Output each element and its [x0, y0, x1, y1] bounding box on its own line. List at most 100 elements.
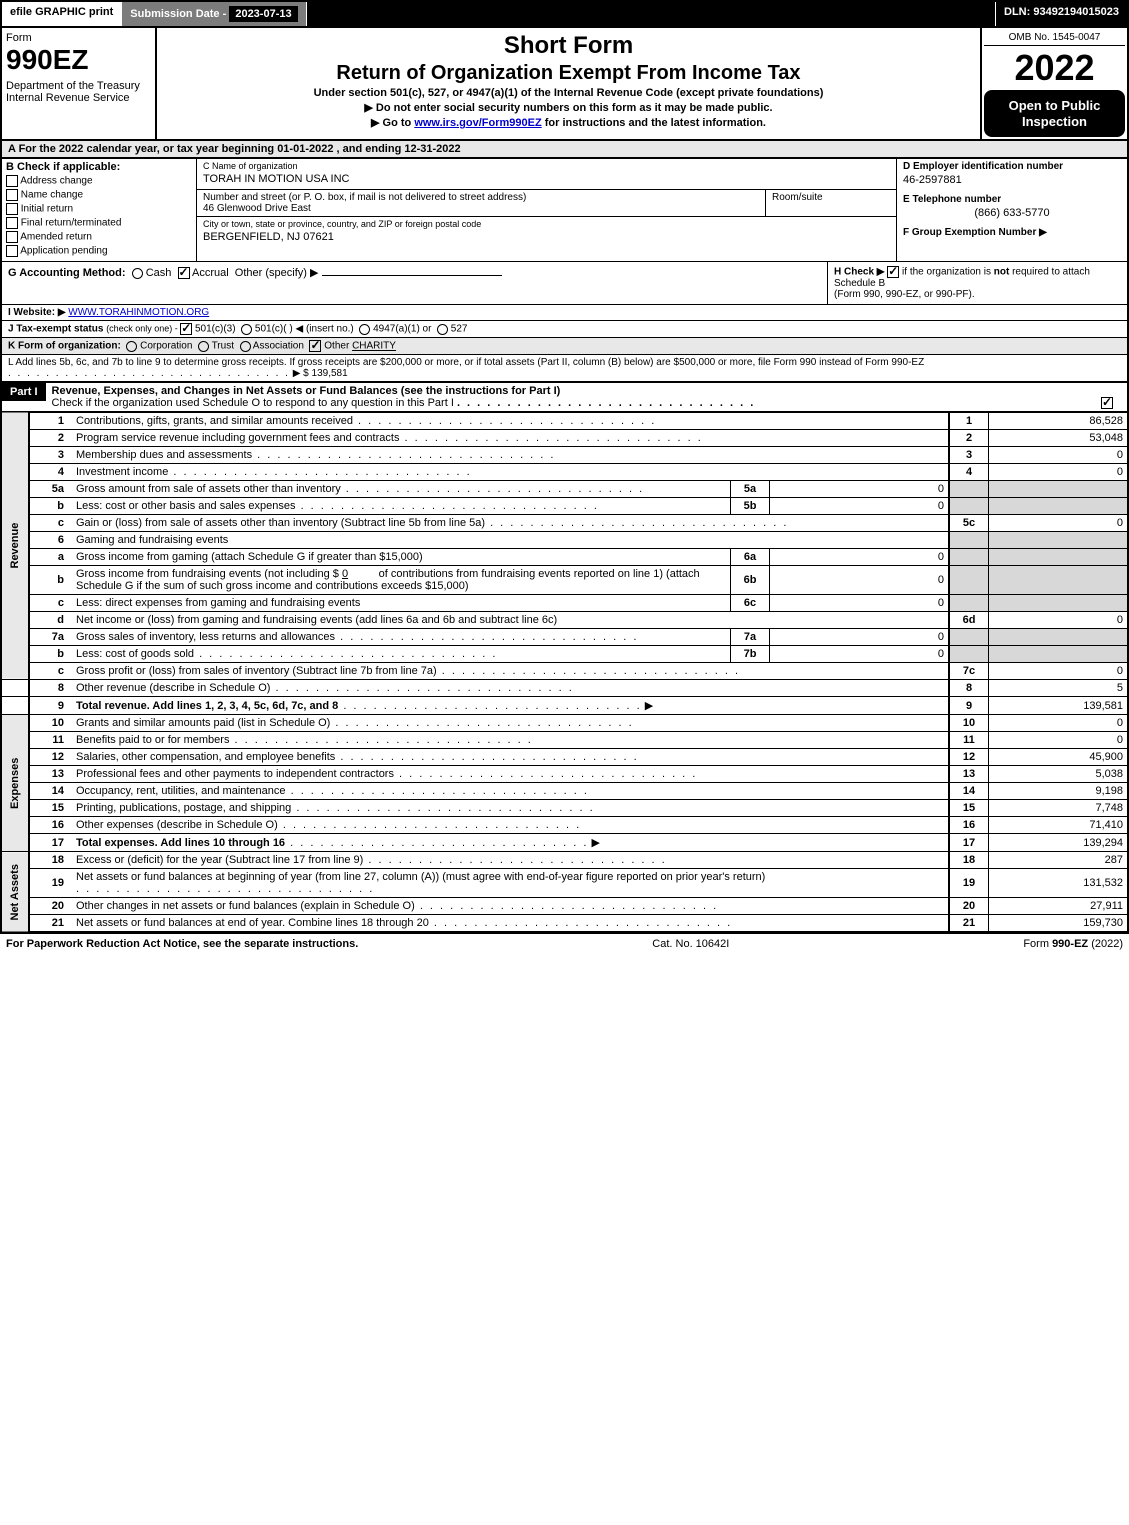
row-gh: G Accounting Method: Cash Accrual Other … [0, 261, 1129, 304]
c-addr-lbl: Number and street (or P. O. box, if mail… [203, 192, 759, 203]
desc-6a: Gross income from gaming (attach Schedul… [72, 549, 731, 566]
j-opt4: 527 [451, 324, 468, 335]
desc-17: Total expenses. Add lines 10 through 16 … [72, 834, 949, 852]
d13: Professional fees and other payments to … [76, 768, 394, 780]
val-1: 86,528 [989, 412, 1129, 430]
radio-icon[interactable] [198, 341, 209, 352]
radio-icon[interactable] [126, 341, 137, 352]
chk-name-change[interactable]: Name change [6, 189, 192, 201]
desc-7b: Less: cost of goods sold [72, 646, 731, 663]
radio-icon[interactable] [240, 341, 251, 352]
ln-2: 2 [29, 430, 72, 447]
shade-cell [949, 566, 989, 595]
shade-cell [989, 532, 1129, 549]
val-18: 287 [989, 852, 1129, 869]
footer-right-post: (2022) [1091, 938, 1123, 950]
checkbox-checked-icon[interactable] [887, 266, 899, 278]
d-ein-lbl: D Employer identification number [903, 161, 1121, 172]
dots-icon [285, 837, 588, 849]
sub-7b: 7b [731, 646, 770, 663]
dots-icon [335, 751, 638, 763]
irs-link[interactable]: www.irs.gov/Form990EZ [414, 117, 541, 129]
checkbox-icon[interactable] [6, 217, 18, 229]
val-14: 9,198 [989, 783, 1129, 800]
c-city-cell: City or town, state or province, country… [197, 216, 896, 247]
shade-cell [949, 629, 989, 646]
val-2: 53,048 [989, 430, 1129, 447]
table-row: 9 Total revenue. Add lines 1, 2, 3, 4, 5… [1, 697, 1128, 715]
section-bcdef: B Check if applicable: Address change Na… [0, 159, 1129, 261]
checkbox-checked-icon[interactable] [178, 267, 190, 279]
ln-18: 18 [29, 852, 72, 869]
radio-icon[interactable] [359, 324, 370, 335]
ln-9: 9 [29, 697, 72, 715]
g-other-input[interactable] [322, 275, 502, 276]
b-opt-2: Initial return [21, 204, 73, 215]
dots-icon [291, 802, 594, 814]
radio-icon[interactable] [132, 268, 143, 279]
dots-icon [168, 466, 471, 478]
radio-icon[interactable] [241, 324, 252, 335]
chk-address-change[interactable]: Address change [6, 175, 192, 187]
desc-20: Other changes in net assets or fund bala… [72, 898, 949, 915]
dots-icon [330, 717, 633, 729]
desc-7c: Gross profit or (loss) from sales of inv… [72, 663, 949, 680]
chk-pending[interactable]: Application pending [6, 245, 192, 257]
chk-amended[interactable]: Amended return [6, 231, 192, 243]
h-pre: H Check ▶ [834, 267, 887, 278]
d18: Excess or (deficit) for the year (Subtra… [76, 854, 363, 866]
ln-3: 3 [29, 447, 72, 464]
sub-5b: 5b [731, 498, 770, 515]
footer-center: Cat. No. 10642I [652, 938, 729, 950]
checkbox-icon[interactable] [6, 203, 18, 215]
website-link[interactable]: WWW.TORAHINMOTION.ORG [68, 307, 209, 318]
table-row: Revenue 1 Contributions, gifts, grants, … [1, 412, 1128, 430]
checkbox-icon[interactable] [6, 189, 18, 201]
g-label: G Accounting Method: [8, 267, 126, 279]
chk-initial-return[interactable]: Initial return [6, 203, 192, 215]
checkbox-icon[interactable] [6, 231, 18, 243]
financial-table: Revenue 1 Contributions, gifts, grants, … [0, 411, 1129, 933]
dots-icon [485, 517, 788, 529]
desc-16: Other expenses (describe in Schedule O) [72, 817, 949, 834]
shade-cell [989, 549, 1129, 566]
table-row: a Gross income from gaming (attach Sched… [1, 549, 1128, 566]
table-row: 3 Membership dues and assessments 3 0 [1, 447, 1128, 464]
b-header: B Check if applicable: [6, 161, 192, 173]
shade-cell [949, 498, 989, 515]
num-16: 16 [949, 817, 989, 834]
d17: Total expenses. Add lines 10 through 16 [76, 837, 285, 849]
chk-final-return[interactable]: Final return/terminated [6, 217, 192, 229]
val-6d: 0 [989, 612, 1129, 629]
shade-cell [989, 595, 1129, 612]
val-10: 0 [989, 715, 1129, 732]
checkbox-checked-icon[interactable] [309, 340, 321, 352]
num-20: 20 [949, 898, 989, 915]
checkbox-checked-icon[interactable] [1101, 397, 1113, 409]
d6b-1: Gross income from fundraising events (no… [76, 568, 339, 580]
checkbox-icon[interactable] [6, 175, 18, 187]
footer-left: For Paperwork Reduction Act Notice, see … [6, 938, 358, 950]
row-l: L Add lines 5b, 6c, and 7b to line 9 to … [0, 354, 1129, 381]
d6c: Less: direct expenses from gaming and fu… [76, 597, 360, 609]
num-5c: 5c [949, 515, 989, 532]
shade-cell [989, 646, 1129, 663]
checkbox-checked-icon[interactable] [180, 323, 192, 335]
checkbox-icon[interactable] [6, 245, 18, 257]
tax-year: 2022 [984, 46, 1125, 90]
j-opt1: 501(c)(3) [195, 324, 236, 335]
row-g: G Accounting Method: Cash Accrual Other … [2, 262, 827, 304]
col-c: C Name of organization TORAH IN MOTION U… [197, 159, 897, 261]
subtitle: Under section 501(c), 527, or 4947(a)(1)… [165, 87, 972, 99]
sub-7a: 7a [731, 629, 770, 646]
d5b: Less: cost or other basis and sales expe… [76, 500, 296, 512]
efile-label[interactable]: efile GRAPHIC print [2, 2, 122, 26]
radio-icon[interactable] [437, 324, 448, 335]
omb-number: OMB No. 1545-0047 [984, 30, 1125, 46]
i-label: I Website: ▶ [8, 307, 66, 318]
num-6d: 6d [949, 612, 989, 629]
num-12: 12 [949, 749, 989, 766]
note2-post: for instructions and the latest informat… [545, 117, 766, 129]
table-row: 16 Other expenses (describe in Schedule … [1, 817, 1128, 834]
d2: Program service revenue including govern… [76, 432, 399, 444]
